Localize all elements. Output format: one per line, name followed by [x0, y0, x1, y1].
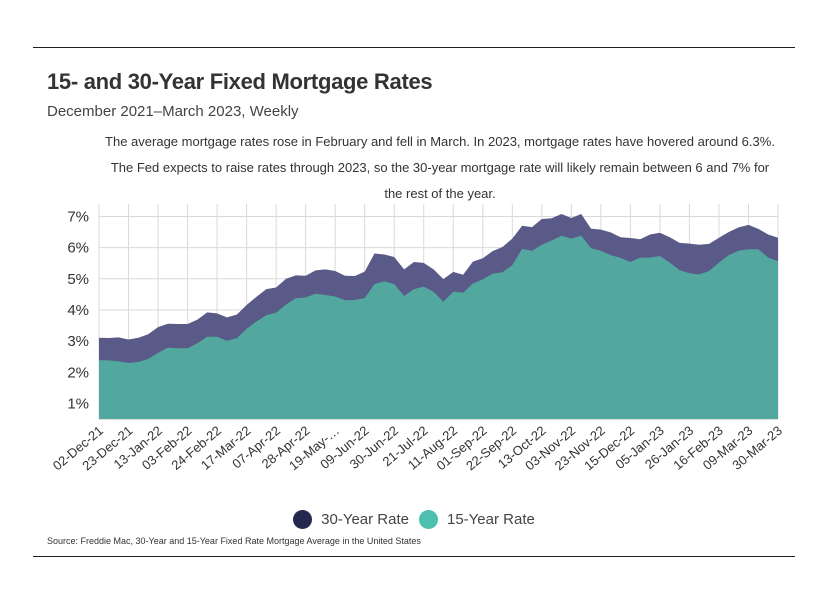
- chart-subtitle: December 2021–March 2023, Weekly: [47, 103, 299, 120]
- y-tick-label: 1%: [67, 395, 89, 412]
- legend-item-30-year[interactable]: 30-Year Rate: [293, 510, 409, 529]
- y-tick-label: 6%: [67, 240, 89, 257]
- y-axis-ticks: 1% 2% 3% 4% 5% 6% 7%: [67, 208, 89, 412]
- legend-item-15-year[interactable]: 15-Year Rate: [419, 510, 535, 529]
- y-tick-label: 5%: [67, 271, 89, 288]
- top-rule: [33, 47, 795, 48]
- y-tick-label: 3%: [67, 333, 89, 350]
- area-layer: [99, 214, 778, 419]
- annotation-line-1: The average mortgage rates rose in Febru…: [105, 134, 775, 149]
- legend-label-30-year: 30-Year Rate: [321, 511, 409, 528]
- legend-swatch-30-year: [293, 510, 313, 529]
- legend-swatch-15-year: [419, 510, 438, 529]
- chart-annotation: The average mortgage rates rose in Febru…: [100, 129, 780, 207]
- annotation-line-2: The Fed expects to raise rates through 2…: [110, 160, 770, 175]
- y-tick-label: 4%: [67, 302, 89, 319]
- x-axis-ticks: 02-Dec-2123-Dec-2113-Jan-2203-Feb-2224-F…: [50, 423, 785, 474]
- legend-label-15-year: 15-Year Rate: [447, 511, 535, 528]
- series-15-year-area: [99, 235, 778, 419]
- chart-title: 15- and 30-Year Fixed Mortgage Rates: [47, 69, 433, 94]
- bottom-rule: [33, 556, 795, 557]
- mortgage-rate-chart: 1% 2% 3% 4% 5% 6% 7% 02-Dec-2123-Dec-2113-Jan-…: [50, 204, 785, 474]
- annotation-line-3: the rest of the year.: [384, 186, 496, 201]
- chart-legend: 30-Year Rate 15-Year Rate: [0, 510, 828, 529]
- source-note: Source: Freddie Mac, 30-Year and 15-Year…: [47, 536, 421, 546]
- y-tick-label: 7%: [67, 208, 89, 225]
- y-tick-label: 2%: [67, 364, 89, 381]
